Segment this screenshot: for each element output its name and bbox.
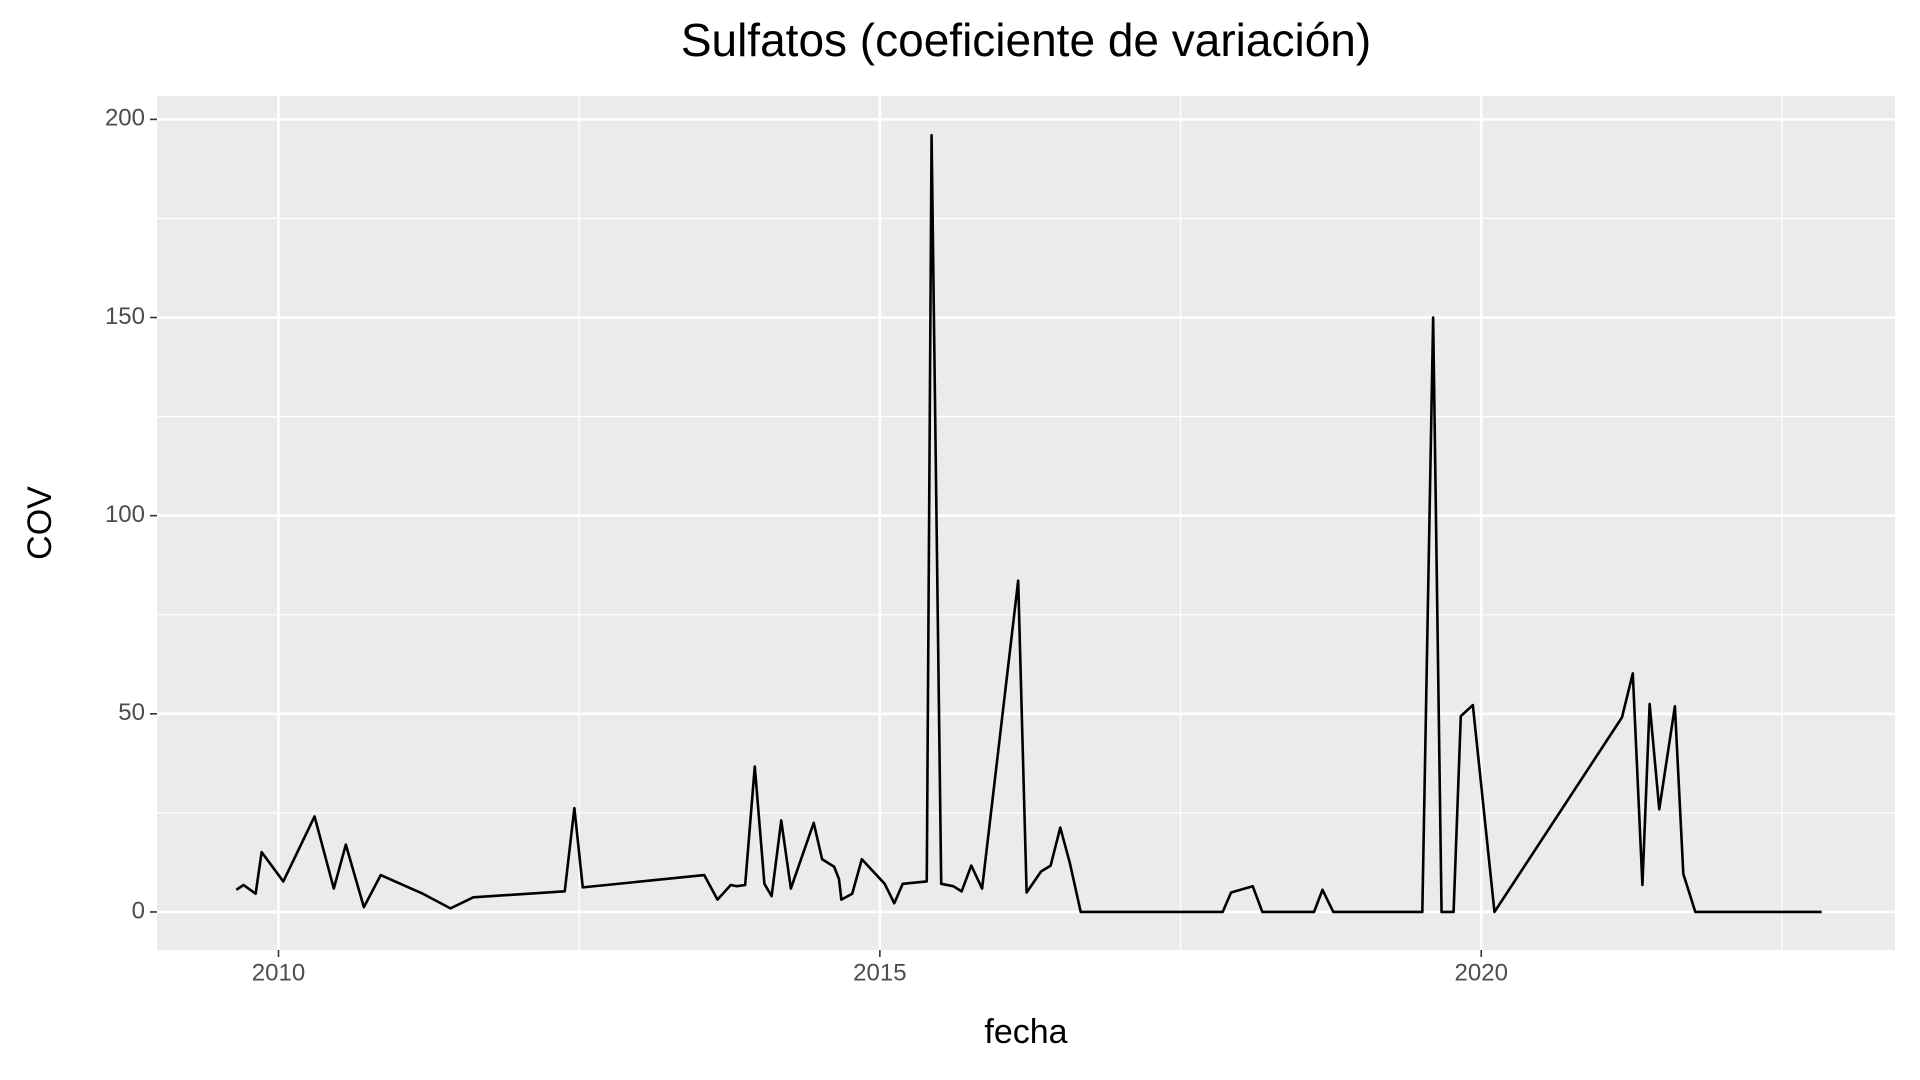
- y-axis-title: COV: [21, 486, 59, 560]
- y-tick-label: 100: [105, 501, 145, 528]
- y-tick-label: 200: [105, 105, 145, 132]
- panel: [157, 96, 1895, 950]
- y-tick-label: 50: [118, 699, 145, 726]
- x-axis-title: fecha: [984, 1013, 1067, 1051]
- chart-title: Sulfatos (coeficiente de variación): [681, 14, 1371, 66]
- y-tick-label: 150: [105, 303, 145, 330]
- x-tick-label: 2010: [252, 959, 305, 986]
- x-tick-label: 2020: [1455, 959, 1508, 986]
- y-tick-label: 0: [132, 897, 145, 924]
- line: [235, 133, 1822, 914]
- x-tick-label: 2015: [853, 959, 906, 986]
